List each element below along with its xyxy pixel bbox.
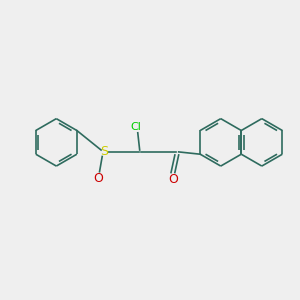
Text: O: O [168, 173, 178, 186]
Text: O: O [93, 172, 103, 185]
Text: S: S [100, 146, 108, 158]
Text: Cl: Cl [130, 122, 141, 132]
